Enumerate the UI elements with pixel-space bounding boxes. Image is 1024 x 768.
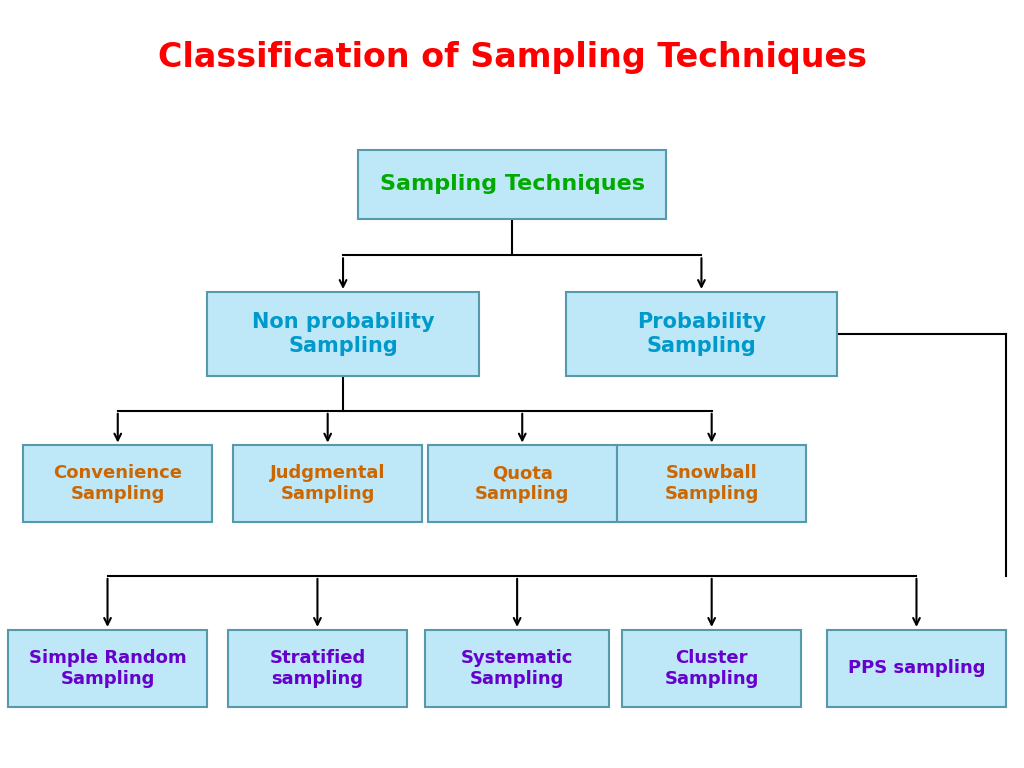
Text: Simple Random
Sampling: Simple Random Sampling [29,649,186,687]
FancyBboxPatch shape [227,630,407,707]
FancyBboxPatch shape [616,445,806,522]
FancyBboxPatch shape [622,630,801,707]
FancyBboxPatch shape [827,630,1006,707]
Text: Snowball
Sampling: Snowball Sampling [665,465,759,503]
FancyBboxPatch shape [425,630,609,707]
Text: Classification of Sampling Techniques: Classification of Sampling Techniques [158,41,866,74]
FancyBboxPatch shape [358,150,666,219]
FancyBboxPatch shape [565,292,838,376]
Text: Systematic
Sampling: Systematic Sampling [461,649,573,687]
FancyBboxPatch shape [233,445,422,522]
Text: Quota
Sampling: Quota Sampling [475,465,569,503]
Text: Stratified
sampling: Stratified sampling [269,649,366,687]
Text: Judgmental
Sampling: Judgmental Sampling [270,465,385,503]
Text: Non probability
Sampling: Non probability Sampling [252,313,434,356]
Text: Sampling Techniques: Sampling Techniques [380,174,644,194]
Text: PPS sampling: PPS sampling [848,659,985,677]
Text: Probability
Sampling: Probability Sampling [637,313,766,356]
FancyBboxPatch shape [7,630,207,707]
Text: Convenience
Sampling: Convenience Sampling [53,465,182,503]
FancyBboxPatch shape [207,292,479,376]
Text: Cluster
Sampling: Cluster Sampling [665,649,759,687]
FancyBboxPatch shape [24,445,213,522]
FancyBboxPatch shape [428,445,616,522]
